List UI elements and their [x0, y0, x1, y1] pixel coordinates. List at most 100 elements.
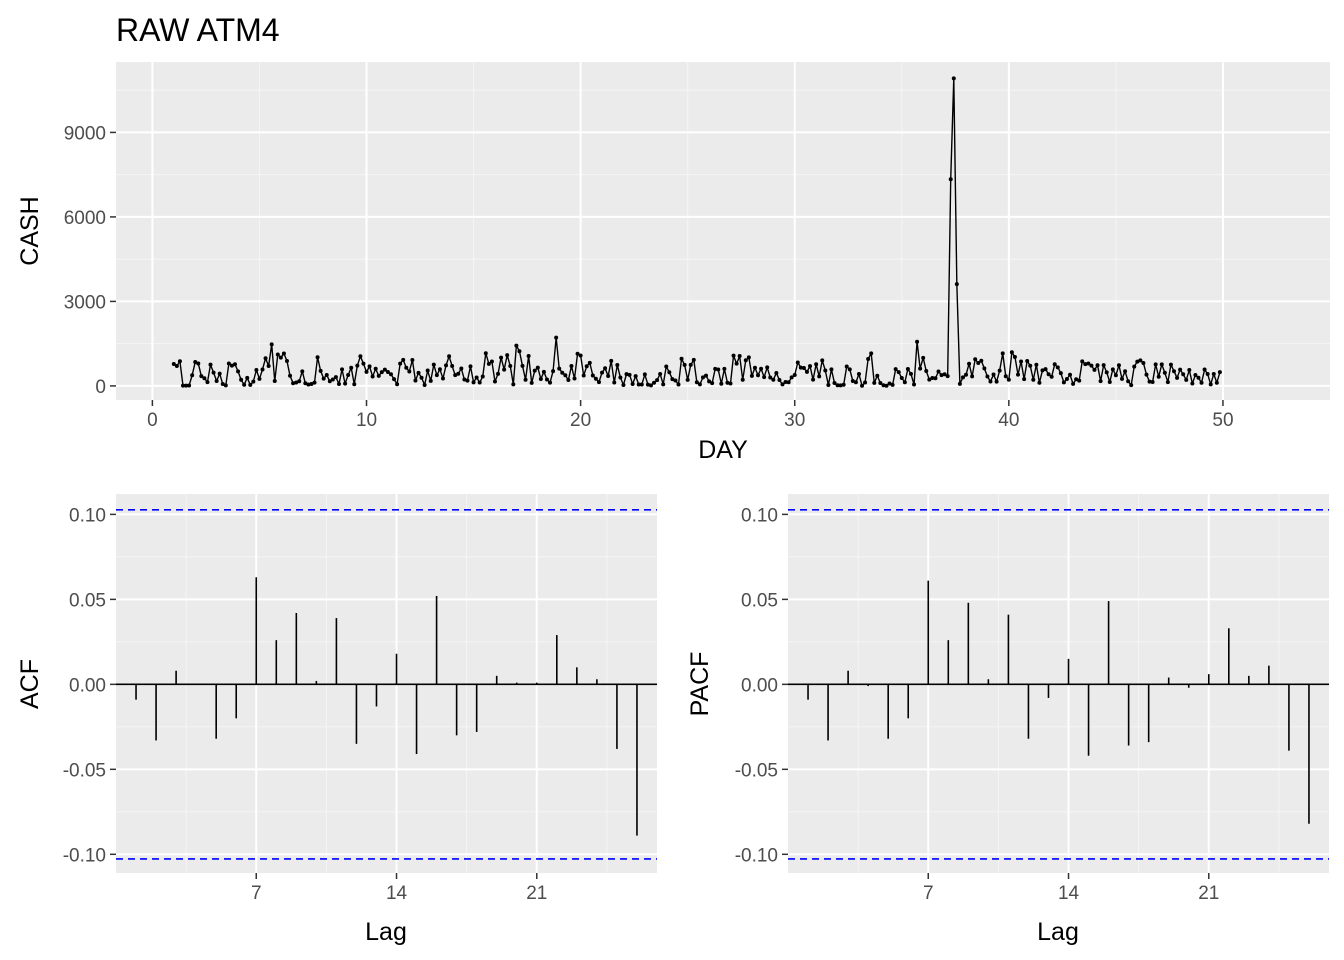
- data-point: [768, 375, 773, 380]
- data-point: [257, 376, 262, 381]
- y-tick-label: 0: [95, 377, 106, 398]
- data-point: [1012, 354, 1017, 359]
- data-point: [520, 363, 525, 368]
- data-point: [379, 370, 384, 375]
- data-point: [1110, 367, 1115, 372]
- x-tick-label: 21: [526, 883, 547, 904]
- data-point: [260, 367, 265, 372]
- data-point: [431, 362, 436, 367]
- data-point: [960, 375, 965, 380]
- data-point: [624, 372, 629, 377]
- data-point: [716, 367, 721, 372]
- data-point: [725, 380, 730, 385]
- data-point: [1077, 378, 1082, 383]
- data-point: [1016, 372, 1021, 377]
- data-point: [743, 358, 748, 363]
- data-point: [645, 382, 650, 387]
- data-point: [483, 351, 488, 356]
- data-point: [1214, 380, 1219, 385]
- data-point: [541, 369, 546, 374]
- data-point: [912, 382, 917, 387]
- data-point: [1034, 362, 1039, 367]
- data-point: [505, 353, 510, 358]
- data-point: [1178, 367, 1183, 372]
- data-point: [642, 372, 647, 377]
- data-point: [606, 374, 611, 379]
- data-point: [388, 372, 393, 377]
- data-point: [1101, 363, 1106, 368]
- x-axis-title: DAY: [698, 436, 748, 464]
- data-point: [697, 382, 702, 387]
- data-point: [811, 377, 816, 382]
- data-point: [817, 374, 822, 379]
- data-point: [208, 362, 213, 367]
- data-point: [942, 372, 947, 377]
- data-point: [370, 374, 375, 379]
- data-point: [783, 380, 788, 385]
- data-point: [275, 352, 280, 357]
- data-point: [746, 355, 751, 360]
- data-point: [1187, 368, 1192, 373]
- data-point: [905, 367, 910, 372]
- data-point: [1040, 368, 1045, 373]
- data-point: [1104, 370, 1109, 375]
- data-point: [1123, 369, 1128, 374]
- data-point: [223, 383, 228, 388]
- data-point: [489, 359, 494, 364]
- data-point: [1205, 372, 1210, 377]
- data-point: [1150, 380, 1155, 385]
- data-point: [581, 373, 586, 378]
- data-point: [596, 380, 601, 385]
- data-point: [1168, 362, 1173, 367]
- data-point: [850, 379, 855, 384]
- y-tick-label: 0.00: [741, 675, 778, 696]
- data-point: [670, 377, 675, 382]
- data-point: [829, 367, 834, 372]
- data-point: [471, 380, 476, 385]
- data-point: [434, 373, 439, 378]
- data-point: [1135, 359, 1140, 364]
- data-point: [180, 383, 185, 388]
- data-point: [239, 377, 244, 382]
- data-point: [749, 373, 754, 378]
- data-point: [1049, 374, 1054, 379]
- data-point: [1217, 370, 1222, 375]
- chart-title: RAW ATM4: [116, 12, 280, 48]
- data-point: [954, 282, 959, 287]
- data-point: [752, 365, 757, 370]
- data-point: [734, 361, 739, 366]
- data-point: [1095, 363, 1100, 368]
- data-point: [352, 382, 357, 387]
- data-point: [832, 380, 837, 385]
- data-point: [499, 355, 504, 360]
- x-axis-title: Lag: [1037, 918, 1079, 946]
- data-point: [756, 373, 761, 378]
- data-point: [719, 381, 724, 386]
- x-axis-title: Lag: [365, 918, 407, 946]
- data-point: [1193, 373, 1198, 378]
- data-point: [994, 379, 999, 384]
- data-point: [688, 362, 693, 367]
- data-point: [1022, 377, 1027, 382]
- data-point: [1116, 363, 1121, 368]
- data-point: [269, 342, 274, 347]
- data-point: [593, 376, 598, 381]
- data-point: [915, 339, 920, 344]
- y-tick-label: 6000: [64, 208, 106, 229]
- data-point: [171, 362, 176, 367]
- data-point: [633, 374, 638, 379]
- data-point: [603, 366, 608, 371]
- data-point: [1132, 364, 1137, 369]
- data-point: [707, 379, 712, 384]
- data-point: [1138, 358, 1143, 363]
- data-point: [563, 373, 568, 378]
- data-point: [872, 380, 877, 385]
- data-point: [691, 357, 696, 362]
- data-point: [609, 358, 614, 363]
- data-point: [306, 382, 311, 387]
- data-point: [927, 377, 932, 382]
- y-axis-title: CASH: [16, 196, 44, 265]
- data-point: [1071, 381, 1076, 386]
- data-point: [636, 382, 641, 387]
- data-point: [315, 355, 320, 360]
